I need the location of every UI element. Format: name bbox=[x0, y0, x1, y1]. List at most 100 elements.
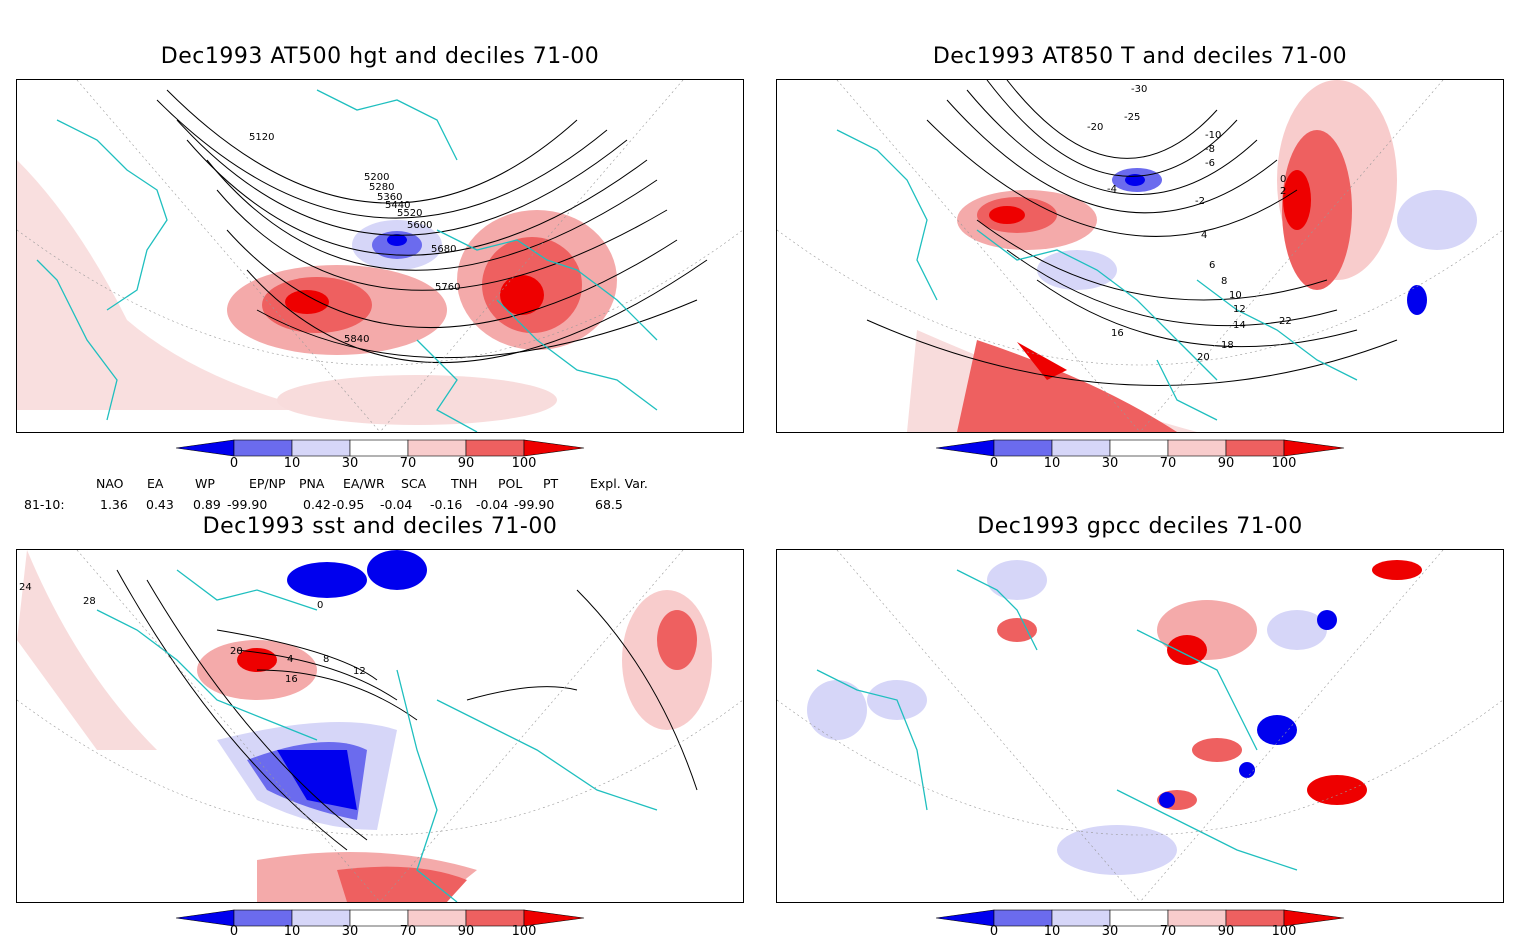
map-sst: 24 28 20 0 4 8 12 16 bbox=[17, 550, 743, 902]
colorbar-strip bbox=[175, 909, 585, 927]
contour-label: 5680 bbox=[431, 244, 456, 255]
index-header-expl-var: Expl. Var. bbox=[590, 476, 648, 491]
index-header-pt: PT bbox=[543, 476, 559, 491]
index-header-tnh: TNH bbox=[451, 476, 478, 491]
contour-label: 28 bbox=[83, 596, 96, 607]
index-header-pna: PNA bbox=[299, 476, 325, 491]
colorbar-tick: 90 bbox=[457, 924, 475, 939]
index-value-ea: 0.43 bbox=[146, 497, 174, 512]
contour-label: -20 bbox=[1087, 122, 1103, 133]
contour-label: 0 bbox=[1280, 174, 1286, 185]
contour-label: 18 bbox=[1221, 340, 1234, 351]
panel-title-gpcc: Dec1993 gpcc deciles 71-00 bbox=[977, 514, 1303, 539]
contour-label: -25 bbox=[1124, 112, 1140, 123]
colorbar-tick: 70 bbox=[1159, 456, 1177, 471]
contour-label: 5440 bbox=[385, 200, 410, 211]
index-value-pna: 0.42 bbox=[303, 497, 331, 512]
panel-title-t850: Dec1993 AT850 T and deciles 71-00 bbox=[932, 44, 1348, 69]
colorbar-tick: 90 bbox=[457, 456, 475, 471]
contour-label: 14 bbox=[1233, 320, 1246, 331]
contour-label: 5840 bbox=[344, 334, 369, 345]
index-value-wp: 0.89 bbox=[193, 497, 221, 512]
contour-label: -6 bbox=[1205, 158, 1215, 169]
colorbar-tick: 70 bbox=[399, 456, 417, 471]
index-value-pol: -0.04 bbox=[476, 497, 509, 512]
index-value-sca: -0.04 bbox=[380, 497, 413, 512]
colorbar-tick: 30 bbox=[1101, 456, 1119, 471]
colorbar-tick: 10 bbox=[283, 924, 301, 939]
contour-label: 5520 bbox=[397, 208, 422, 219]
contour-label: 4 bbox=[287, 654, 293, 665]
contour-label: 4 bbox=[1201, 230, 1207, 241]
map-t850: -30 -25 -20 -10 -8 -6 -4 -2 0 2 4 6 8 10… bbox=[777, 80, 1503, 432]
index-header-sca: SCA bbox=[401, 476, 427, 491]
index-header-nao: NAO bbox=[96, 476, 124, 491]
index-value-pt: -99.90 bbox=[514, 497, 555, 512]
contour-label: 5200 bbox=[364, 172, 389, 183]
contour-label: 16 bbox=[1111, 328, 1124, 339]
colorbar-t850: 0 10 30 70 90 100 bbox=[935, 438, 1346, 478]
map-gpcc bbox=[777, 550, 1503, 902]
contour-label: 2 bbox=[1280, 186, 1286, 197]
contour-label: 5760 bbox=[435, 282, 460, 293]
contour-label: 10 bbox=[1229, 290, 1242, 301]
contour-label: 5600 bbox=[407, 220, 432, 231]
colorbar-tick: 100 bbox=[1271, 924, 1297, 939]
contour-label: -30 bbox=[1131, 84, 1147, 95]
colorbar-tick: 0 bbox=[989, 456, 999, 471]
colorbar-tick: 90 bbox=[1217, 924, 1235, 939]
map-panel-gpcc bbox=[776, 549, 1504, 903]
colorbar-sst: 0 10 30 70 90 100 bbox=[175, 908, 586, 940]
index-header-ea: EA bbox=[147, 476, 164, 491]
index-header-eawr: EA/WR bbox=[343, 476, 385, 491]
colorbar-tick: 0 bbox=[229, 924, 239, 939]
colorbar-tick: 100 bbox=[511, 924, 537, 939]
contour-label: -2 bbox=[1195, 196, 1205, 207]
colorbar-strip bbox=[175, 439, 585, 457]
contour-label: 6 bbox=[1209, 260, 1215, 271]
contour-label: 8 bbox=[323, 654, 329, 665]
colorbar-tick: 10 bbox=[1043, 456, 1061, 471]
contour-label: 5280 bbox=[369, 182, 394, 193]
colorbar-strip bbox=[935, 439, 1345, 457]
colorbar-hgt500: 0 10 30 70 90 100 bbox=[175, 438, 586, 478]
contour-label: 22 bbox=[1279, 316, 1292, 327]
map-panel-sst: 24 28 20 0 4 8 12 16 bbox=[16, 549, 744, 903]
index-value-nao: 1.36 bbox=[100, 497, 128, 512]
colorbar-tick: 10 bbox=[1043, 924, 1061, 939]
index-value-expl-var: 68.5 bbox=[595, 497, 623, 512]
panel-title-sst: Dec1993 sst and deciles 71-00 bbox=[202, 514, 558, 539]
colorbar-tick: 0 bbox=[989, 924, 999, 939]
colorbar-tick: 30 bbox=[1101, 924, 1119, 939]
colorbar-tick: 70 bbox=[399, 924, 417, 939]
colorbar-tick: 0 bbox=[229, 456, 239, 471]
contour-label: 20 bbox=[1197, 352, 1210, 363]
contour-label: 12 bbox=[1233, 304, 1246, 315]
contour-label: 16 bbox=[285, 674, 298, 685]
index-row-label: 81-10: bbox=[24, 497, 65, 512]
contour-label: 5120 bbox=[249, 132, 274, 143]
map-panel-t850: -30 -25 -20 -10 -8 -6 -4 -2 0 2 4 6 8 10… bbox=[776, 79, 1504, 433]
contour-label: -4 bbox=[1107, 184, 1117, 195]
contour-label: -8 bbox=[1205, 144, 1215, 155]
colorbar-tick: 90 bbox=[1217, 456, 1235, 471]
contour-label: 5360 bbox=[377, 192, 402, 203]
panel-title-hgt500: Dec1993 AT500 hgt and deciles 71-00 bbox=[160, 44, 600, 69]
contour-label: -10 bbox=[1205, 130, 1221, 141]
colorbar-tick: 30 bbox=[341, 456, 359, 471]
contour-label: 8 bbox=[1221, 276, 1227, 287]
index-header-wp: WP bbox=[195, 476, 215, 491]
contour-label: 12 bbox=[353, 666, 366, 677]
colorbar-strip bbox=[935, 909, 1345, 927]
colorbar-tick: 100 bbox=[511, 456, 537, 471]
map-panel-hgt500: 5120 5200 5280 5360 5440 5520 5600 5680 … bbox=[16, 79, 744, 433]
colorbar-tick: 70 bbox=[1159, 924, 1177, 939]
index-header-pol: POL bbox=[498, 476, 523, 491]
contour-label: 20 bbox=[230, 646, 243, 657]
contour-label: 24 bbox=[19, 582, 32, 593]
colorbar-gpcc: 0 10 30 70 90 100 bbox=[935, 908, 1346, 940]
index-value-epnp: -99.90 bbox=[227, 497, 268, 512]
colorbar-tick: 100 bbox=[1271, 456, 1297, 471]
colorbar-tick: 30 bbox=[341, 924, 359, 939]
colorbar-tick: 10 bbox=[283, 456, 301, 471]
